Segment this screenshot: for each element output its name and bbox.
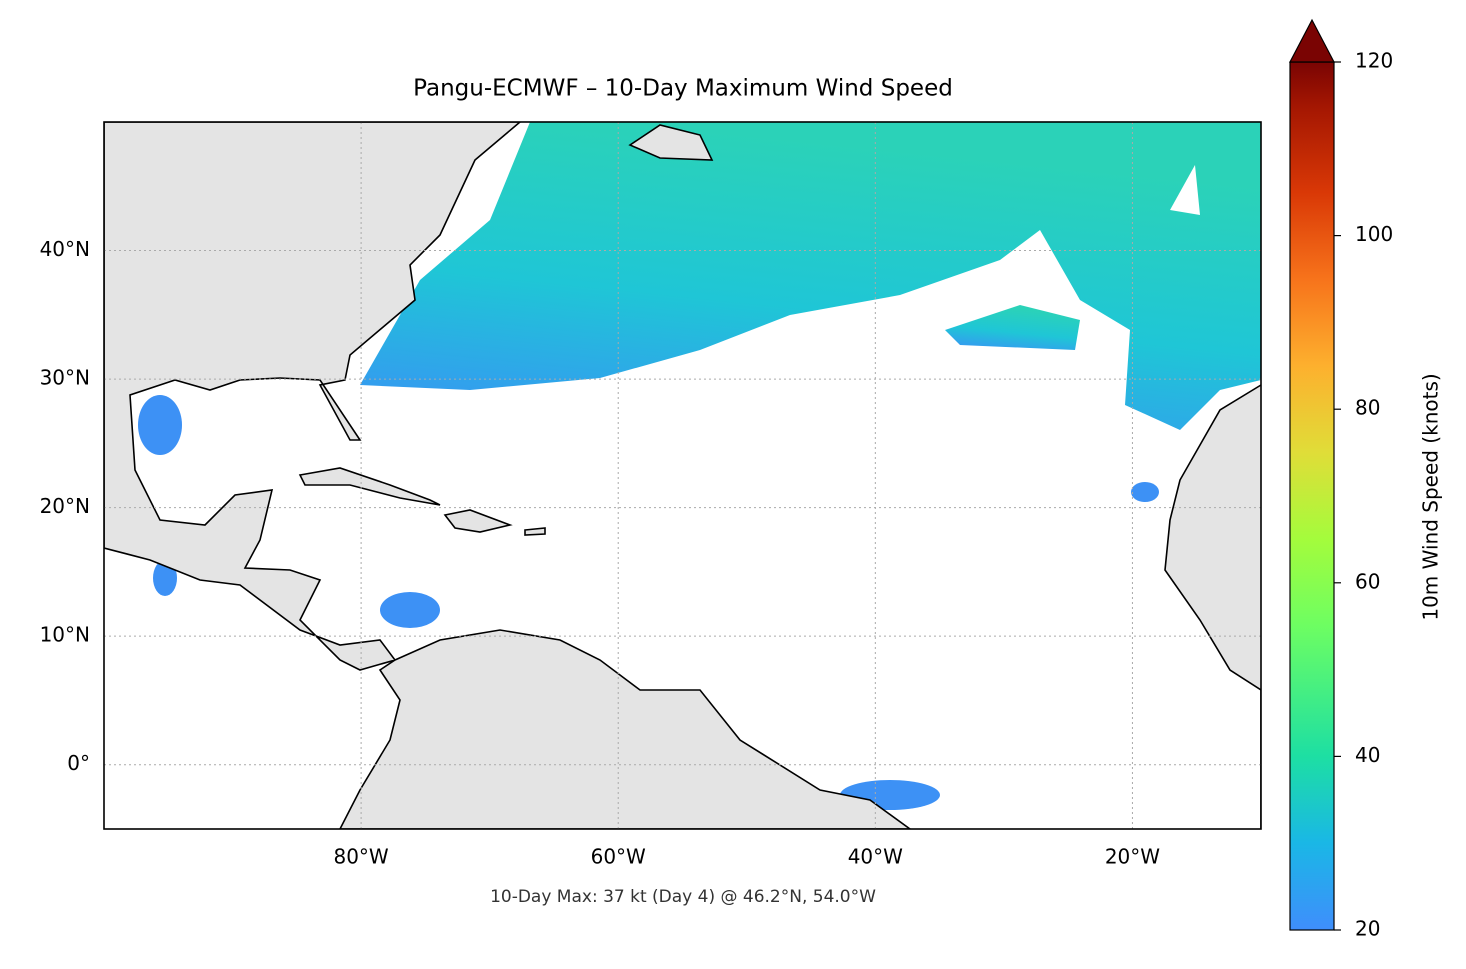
colorbar-tick-label: 20 [1355,917,1380,941]
map-title: Pangu-ECMWF – 10-Day Maximum Wind Speed [413,76,953,102]
x-tick-label: 20°W [1105,845,1160,869]
colorbar: 10m Wind Speed (knots) 20 40 60 80 100 120 [1289,18,1443,941]
colorbar-label: 10m Wind Speed (knots) [1419,373,1443,620]
colorbar-tick-label: 120 [1355,49,1393,73]
x-tick-label: 40°W [848,845,903,869]
colorbar-tick-label: 60 [1355,569,1380,593]
colorbar-extend [1289,18,1335,63]
y-tick-label: 30°N [40,366,90,390]
colorbar-tick-label: 40 [1355,743,1380,767]
map-area [104,122,1261,829]
map-frame [103,121,1262,830]
colorbar-tick-label: 100 [1355,222,1393,246]
colorbar-ramp [1289,61,1335,931]
colorbar-tick-label: 80 [1355,396,1380,420]
y-tick-label: 10°N [40,623,90,647]
y-tick-label: 40°N [40,237,90,261]
annotation: 10-Day Max: 37 kt (Day 4) @ 46.2°N, 54.0… [490,887,876,907]
x-tick-label: 60°W [591,845,646,869]
x-tick-label: 80°W [333,845,388,869]
y-tick-label: 20°N [40,494,90,518]
y-tick-label: 0° [67,751,90,775]
